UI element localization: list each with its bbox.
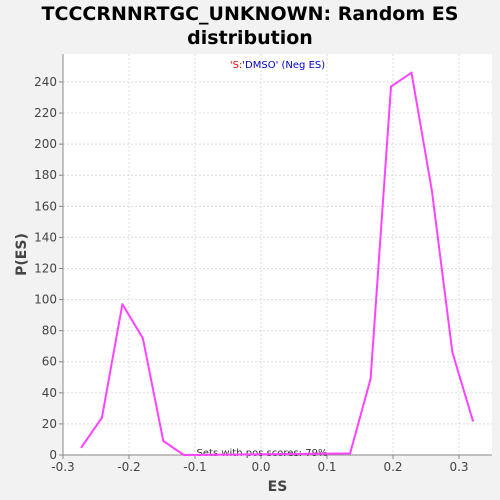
- y-tick-label: 220: [34, 106, 57, 120]
- y-tick-label: 80: [42, 324, 57, 338]
- x-tick-label: -0.3: [51, 460, 74, 474]
- y-tick-label: 160: [34, 199, 57, 213]
- x-tick-label: -0.2: [117, 460, 140, 474]
- data-point: [141, 337, 144, 340]
- x-axis-label: ES: [268, 479, 288, 495]
- y-tick-label: 140: [34, 230, 57, 244]
- chart-subtitle: 'S:'DMSO' (Neg ES): [230, 60, 325, 71]
- y-tick-label: 200: [34, 137, 57, 151]
- y-tick-label: 100: [34, 293, 57, 307]
- data-point: [349, 452, 352, 455]
- y-tick-label: 0: [49, 448, 57, 462]
- subtitle-segment: 'DMSO' (Neg ES): [242, 60, 325, 71]
- data-point: [162, 440, 165, 443]
- x-tick-label: 0.3: [449, 460, 468, 474]
- y-tick-label: 40: [42, 386, 57, 400]
- data-point: [182, 454, 185, 456]
- data-point: [100, 416, 103, 419]
- data-point: [121, 303, 124, 306]
- data-point: [471, 419, 474, 422]
- data-point: [390, 85, 393, 88]
- x-tick-label: 0.2: [383, 460, 402, 474]
- chart-title: TCCCRNNRTGC_UNKNOWN: Random ES distribut…: [41, 3, 459, 49]
- x-tick-label: -0.1: [183, 460, 206, 474]
- y-tick-label: 120: [34, 261, 57, 275]
- data-point: [451, 351, 454, 354]
- y-axis-label: P(ES): [14, 233, 30, 276]
- y-tick-label: 60: [42, 355, 57, 369]
- y-tick-label: 20: [42, 417, 57, 431]
- data-point: [80, 446, 83, 449]
- y-tick-label: 180: [34, 168, 57, 182]
- x-tick-label: 0.0: [251, 460, 270, 474]
- y-tick-label: 240: [34, 75, 57, 89]
- data-point: [430, 189, 433, 192]
- plot-background: [63, 54, 492, 455]
- subtitle-segment: 'S:: [230, 60, 242, 71]
- data-point: [369, 377, 372, 380]
- x-tick-label: 0.1: [317, 460, 336, 474]
- data-point: [410, 71, 413, 74]
